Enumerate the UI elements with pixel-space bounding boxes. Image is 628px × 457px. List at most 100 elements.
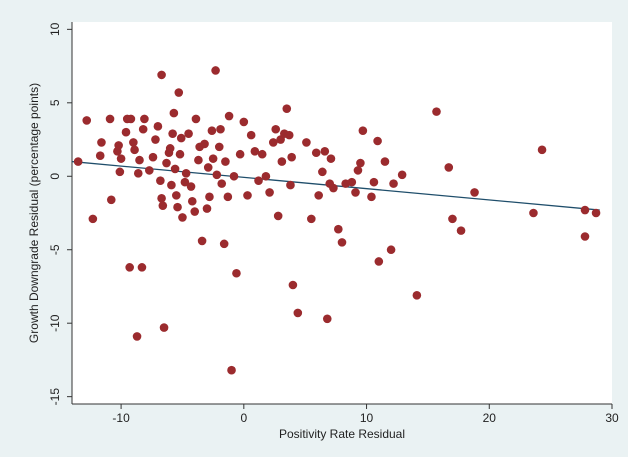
data-point bbox=[243, 191, 252, 200]
data-point bbox=[286, 180, 295, 190]
data-point bbox=[216, 124, 225, 134]
data-point bbox=[208, 154, 218, 163]
data-point bbox=[456, 226, 466, 235]
data-point bbox=[167, 180, 176, 190]
data-point bbox=[235, 149, 245, 159]
data-point bbox=[173, 202, 182, 212]
x-tick-label: 0 bbox=[240, 411, 247, 425]
data-point bbox=[156, 176, 165, 185]
x-tick-label: 10 bbox=[360, 411, 374, 425]
data-point bbox=[448, 214, 457, 224]
data-point bbox=[284, 130, 294, 140]
data-point bbox=[229, 171, 239, 181]
data-point bbox=[187, 196, 197, 206]
data-point bbox=[380, 157, 390, 166]
data-point bbox=[126, 114, 136, 124]
data-point bbox=[214, 142, 224, 152]
data-point bbox=[211, 66, 220, 75]
data-point bbox=[176, 133, 186, 143]
data-point bbox=[168, 129, 177, 138]
data-point bbox=[537, 145, 547, 155]
data-point bbox=[250, 146, 260, 156]
data-point bbox=[397, 170, 407, 180]
data-point bbox=[287, 152, 296, 162]
data-point bbox=[329, 183, 338, 193]
data-point bbox=[326, 154, 336, 163]
data-point bbox=[175, 149, 185, 159]
data-point bbox=[207, 126, 217, 136]
data-point bbox=[307, 214, 316, 224]
data-point bbox=[318, 167, 327, 177]
data-point bbox=[221, 157, 230, 166]
data-point bbox=[353, 166, 363, 175]
x-tick-label: -10 bbox=[112, 411, 130, 425]
data-point bbox=[181, 169, 191, 178]
data-point bbox=[133, 169, 143, 178]
data-point bbox=[223, 192, 233, 202]
data-point bbox=[358, 126, 368, 136]
data-point bbox=[125, 263, 134, 272]
data-point bbox=[169, 108, 179, 118]
data-point bbox=[265, 188, 274, 197]
y-tick-label: 10 bbox=[48, 22, 62, 36]
data-point bbox=[232, 268, 241, 278]
data-point bbox=[165, 144, 175, 153]
data-point bbox=[217, 179, 227, 188]
data-point bbox=[227, 365, 236, 375]
data-point bbox=[470, 188, 479, 197]
data-point bbox=[529, 208, 538, 218]
data-point bbox=[140, 114, 149, 124]
axes bbox=[67, 22, 613, 409]
data-point bbox=[186, 182, 196, 191]
data-point bbox=[205, 192, 214, 202]
data-point bbox=[153, 122, 163, 131]
data-point bbox=[347, 177, 357, 187]
data-point bbox=[239, 117, 249, 127]
data-point bbox=[432, 107, 441, 116]
data-point bbox=[257, 149, 267, 159]
data-point bbox=[412, 290, 422, 300]
data-point bbox=[273, 211, 283, 221]
data-point bbox=[157, 194, 166, 203]
data-point bbox=[369, 177, 379, 187]
data-point bbox=[374, 257, 384, 266]
data-point bbox=[184, 129, 193, 138]
data-point bbox=[288, 280, 298, 290]
data-point bbox=[444, 163, 454, 172]
data-point bbox=[132, 332, 142, 341]
data-point bbox=[203, 163, 213, 172]
data-point bbox=[261, 171, 271, 181]
data-point bbox=[254, 176, 263, 185]
data-point bbox=[105, 114, 115, 124]
data-point bbox=[129, 138, 138, 147]
data-point bbox=[202, 204, 212, 213]
x-tick-label: 30 bbox=[605, 411, 619, 425]
data-point bbox=[580, 232, 590, 241]
data-point bbox=[224, 111, 234, 121]
data-point bbox=[178, 213, 187, 222]
data-point bbox=[162, 158, 171, 168]
data-point bbox=[322, 314, 332, 324]
data-point bbox=[116, 154, 126, 163]
data-point bbox=[314, 191, 323, 200]
data-point bbox=[159, 323, 169, 332]
data-point bbox=[337, 238, 347, 247]
data-point bbox=[373, 136, 382, 146]
data-point bbox=[277, 157, 287, 166]
x-axis-title: Positivity Rate Residual bbox=[279, 427, 405, 441]
data-point bbox=[200, 139, 209, 149]
data-point bbox=[121, 127, 131, 137]
data-point bbox=[138, 124, 148, 134]
data-point bbox=[334, 224, 343, 234]
y-tick-label: -10 bbox=[48, 314, 62, 332]
data-point bbox=[219, 239, 229, 249]
data-point bbox=[88, 214, 98, 224]
y-axis-title: Growth Downgrade Residual (percentage po… bbox=[27, 83, 41, 343]
data-point bbox=[73, 157, 83, 166]
data-point bbox=[114, 141, 123, 150]
data-point bbox=[180, 177, 190, 187]
data-point bbox=[320, 146, 330, 156]
data-point bbox=[190, 207, 200, 216]
data-point bbox=[145, 166, 154, 175]
data-point bbox=[386, 245, 396, 255]
